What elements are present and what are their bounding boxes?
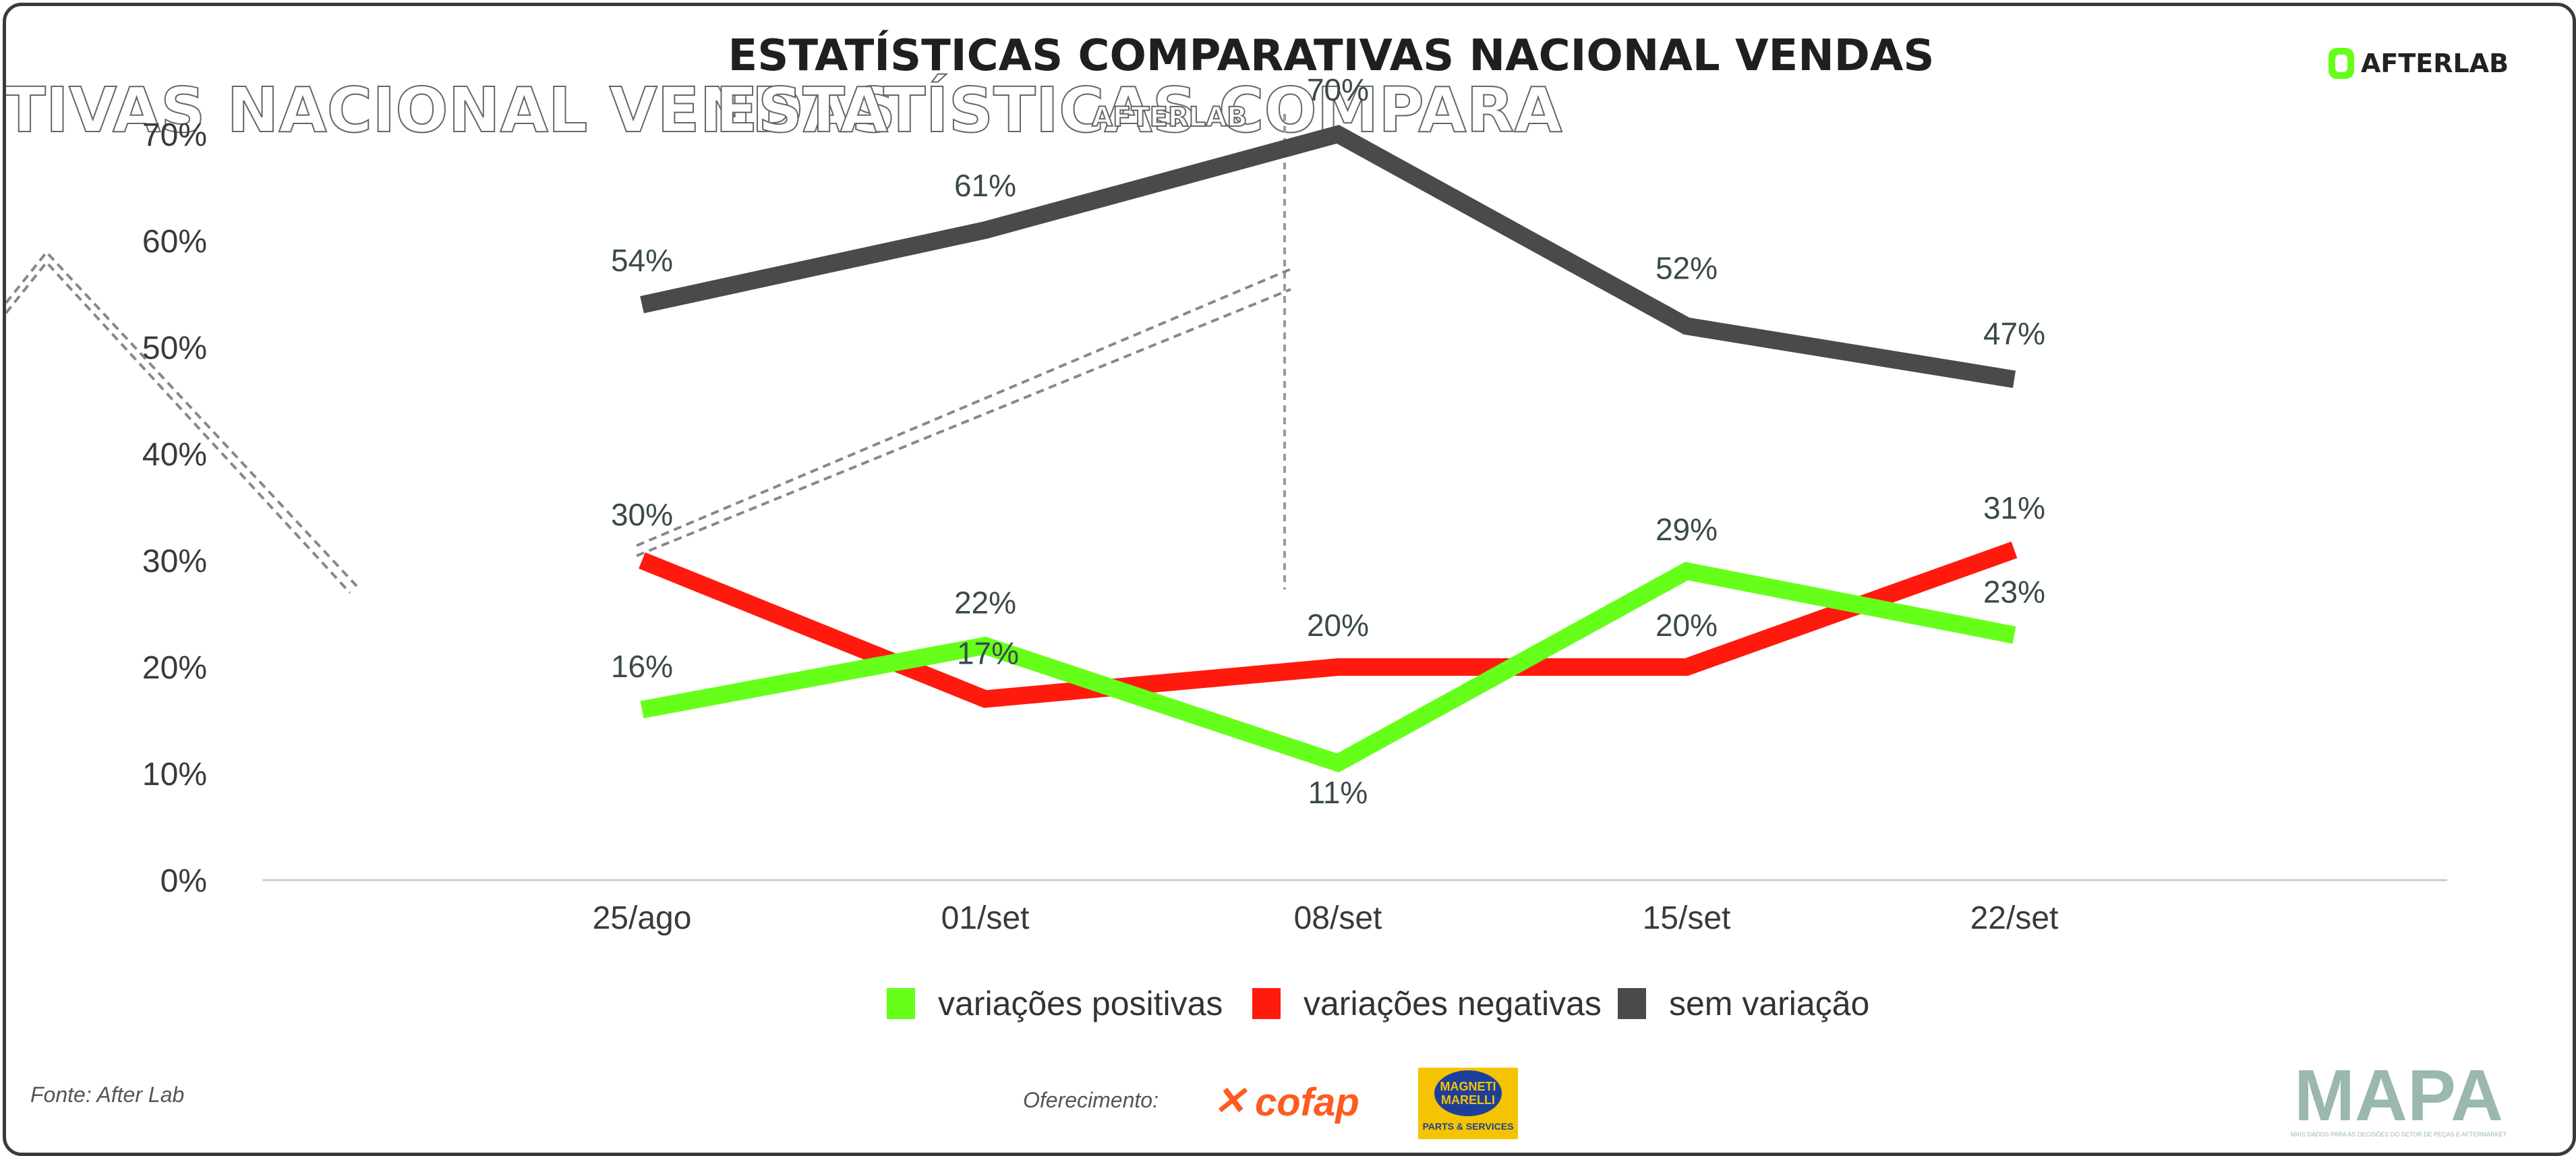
mapa-logo-sub: MAIS DADOS PARA AS DECISÕES DO SETOR DE … (2291, 1131, 2507, 1138)
data-label: 54% (611, 243, 673, 278)
data-label: 20% (1656, 608, 1718, 643)
x-tick-label: 25/ago (593, 900, 692, 936)
ghost-logo-text: AFTERLAB (1092, 102, 1248, 133)
legend-swatch (1618, 988, 1646, 1019)
ghost-trend-center (636, 268, 1291, 557)
afterlab-logo-text: AFTERLAB (2361, 49, 2509, 78)
series-line-variacoes-negativas (639, 541, 2018, 708)
mapa-logo-text: MAPA (2294, 1054, 2503, 1136)
magneti-line2: MARELLI (1441, 1093, 1495, 1107)
x-tick-label: 15/set (1643, 900, 1731, 936)
legend: variações positivas variações negativas se… (887, 985, 1869, 1022)
x-axis: 25/ago 01/set 08/set 15/set 22/set (593, 900, 2059, 936)
legend-swatch (887, 988, 915, 1019)
series-line-variacoes-positivas (640, 562, 2016, 773)
chart-card: TIVAS NACIONAL VENDAS ESTATÍSTICAS COMPA… (3, 3, 2576, 1156)
x-tick-label: 08/set (1294, 900, 1382, 936)
y-tick-label: 70% (142, 117, 207, 153)
legend-swatch (1252, 988, 1281, 1019)
magneti-marelli-logo: MAGNETI MARELLI PARTS & SERVICES (1418, 1068, 1518, 1139)
data-label: 23% (1983, 575, 2045, 610)
data-label: 70% (1307, 72, 1369, 107)
ghost-title-center: ESTATÍSTICAS COMPARA (715, 74, 1562, 146)
data-labels: 54% 61% 70% 52% 47% 30% 17% 20% 20% 31% 16% 22% 11% 2… (611, 72, 2045, 810)
x-tick-label: 22/set (1970, 900, 2059, 936)
y-tick-label: 0% (160, 863, 207, 899)
cofap-logo-text: cofap (1255, 1080, 1359, 1124)
magneti-line1: MAGNETI (1440, 1080, 1496, 1093)
y-tick-label: 10% (142, 757, 207, 792)
y-axis: 0% 10% 20% 30% 40% 50% 60% 70% (142, 117, 207, 899)
cofap-logo: ✕ cofap (1213, 1079, 1359, 1124)
legend-label: variações positivas (938, 985, 1223, 1022)
data-label: 20% (1307, 608, 1369, 643)
data-label: 16% (611, 649, 673, 684)
data-label: 61% (954, 168, 1016, 203)
y-tick-label: 30% (142, 544, 207, 579)
data-label: 47% (1983, 316, 2045, 351)
series-layer (639, 125, 2018, 773)
magneti-sub: PARTS & SERVICES (1423, 1121, 1514, 1132)
ghost-title-left: TIVAS NACIONAL VENDAS (6, 74, 896, 146)
y-tick-label: 50% (142, 330, 207, 366)
y-tick-label: 20% (142, 650, 207, 686)
source-text: Fonte: After Lab (30, 1082, 184, 1107)
data-label: 17% (957, 635, 1019, 670)
y-tick-label: 60% (142, 224, 207, 260)
ghost-trend-left (6, 250, 358, 594)
line-chart: TIVAS NACIONAL VENDAS ESTATÍSTICAS COMPA… (6, 30, 2509, 1139)
data-label: 52% (1656, 250, 1718, 285)
sponsorship-text: Oferecimento: (1023, 1088, 1159, 1112)
x-tick-label: 01/set (941, 900, 1030, 936)
data-label: 29% (1656, 512, 1718, 547)
legend-label: sem variação (1669, 985, 1869, 1022)
cofap-logo-x-icon: ✕ (1213, 1079, 1248, 1123)
data-label: 22% (954, 585, 1016, 620)
mapa-logo: MAPA MAIS DADOS PARA AS DECISÕES DO SETO… (2291, 1054, 2507, 1138)
series-line-sem-variacao (640, 125, 2016, 388)
data-label: 11% (1308, 775, 1368, 810)
chart-title: ESTATÍSTICAS COMPARATIVAS NACIONAL VENDA… (728, 30, 1935, 81)
data-label: 31% (1983, 490, 2045, 525)
y-tick-label: 40% (142, 437, 207, 473)
afterlab-logo: AFTERLAB (2329, 48, 2509, 79)
data-label: 30% (611, 497, 673, 532)
legend-label: variações negativas (1304, 985, 1602, 1022)
